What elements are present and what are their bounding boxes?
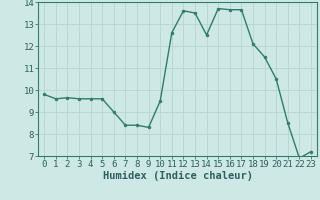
X-axis label: Humidex (Indice chaleur): Humidex (Indice chaleur) [103,171,252,181]
